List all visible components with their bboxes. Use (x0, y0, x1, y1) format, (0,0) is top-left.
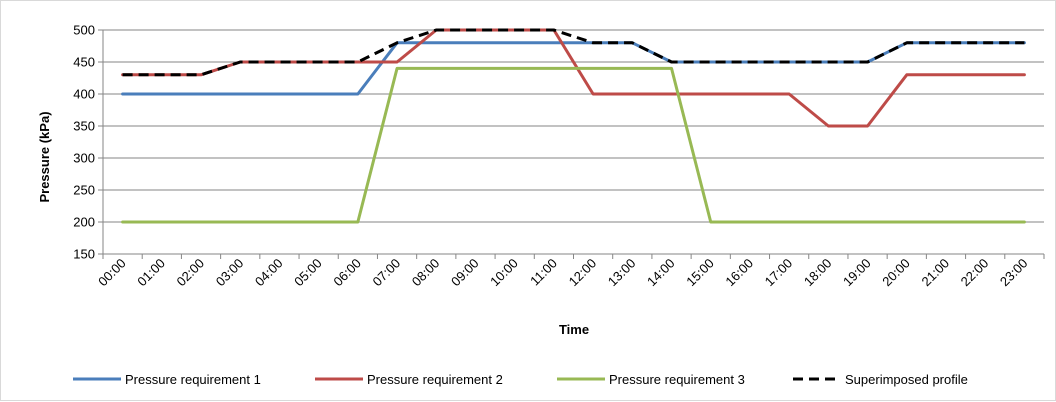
legend-label: Superimposed profile (845, 372, 968, 387)
x-tick-label: 11:00 (527, 256, 560, 289)
legend-label: Pressure requirement 2 (367, 372, 503, 387)
x-tick-label: 09:00 (448, 256, 482, 290)
x-tick-label: 15:00 (683, 256, 717, 290)
x-tick-label: 20:00 (879, 256, 913, 290)
series-line-2 (121, 28, 1026, 128)
y-tick-label: 250 (73, 183, 95, 198)
y-tick-label: 200 (73, 215, 95, 230)
x-tick-label: 00:00 (95, 256, 129, 290)
x-tick-label: 18:00 (801, 256, 835, 290)
y-axis-title: Pressure (kPa) (37, 111, 52, 202)
series-line-1 (121, 41, 1026, 96)
x-tick-label: 07:00 (370, 256, 404, 290)
x-tick-label: 05:00 (291, 256, 325, 290)
y-tick-label: 300 (73, 151, 95, 166)
y-tick-label: 400 (73, 87, 95, 102)
x-tick-label: 21:00 (918, 256, 952, 290)
x-tick-labels: 00:00 01:00 02:00 03:00 04:00 05:00 06:00 07:00… (95, 256, 1030, 290)
legend-label: Pressure requirement 1 (125, 372, 261, 387)
x-tick-label: 04:00 (252, 256, 286, 290)
y-tick-label: 500 (73, 23, 95, 38)
x-tick-label: 19:00 (840, 256, 874, 290)
legend-label: Pressure requirement 3 (609, 372, 745, 387)
y-tick-label: 450 (73, 55, 95, 70)
x-tick-label: 02:00 (174, 256, 208, 290)
legend: Pressure requirement 1 Pressure requireme… (73, 372, 968, 387)
y-tick-label: 150 (73, 247, 95, 262)
x-tick-label: 06:00 (330, 256, 364, 290)
series-line-3 (121, 66, 1026, 224)
x-tick-label: 08:00 (409, 256, 443, 290)
x-tick-label: 01:00 (134, 256, 168, 290)
x-tick-label: 14:00 (644, 256, 678, 290)
x-tick-label: 22:00 (958, 256, 992, 290)
x-tick-label: 16:00 (722, 256, 756, 290)
x-tick-label: 17:00 (762, 256, 796, 290)
y-tick-label: 350 (73, 119, 95, 134)
series-lines (121, 28, 1026, 224)
x-tick-label: 23:00 (997, 256, 1031, 290)
x-tick-label: 03:00 (213, 256, 247, 290)
series-line-4 (122, 28, 1025, 77)
y-tick-labels: 150 200 250 300 350 400 450 500 (73, 23, 95, 262)
x-axis-title: Time (559, 322, 589, 337)
x-tick-label: 12:00 (566, 256, 600, 290)
x-tick-label: 10:00 (487, 256, 521, 290)
x-tick-label: 13:00 (605, 256, 639, 290)
axes (98, 29, 1045, 259)
